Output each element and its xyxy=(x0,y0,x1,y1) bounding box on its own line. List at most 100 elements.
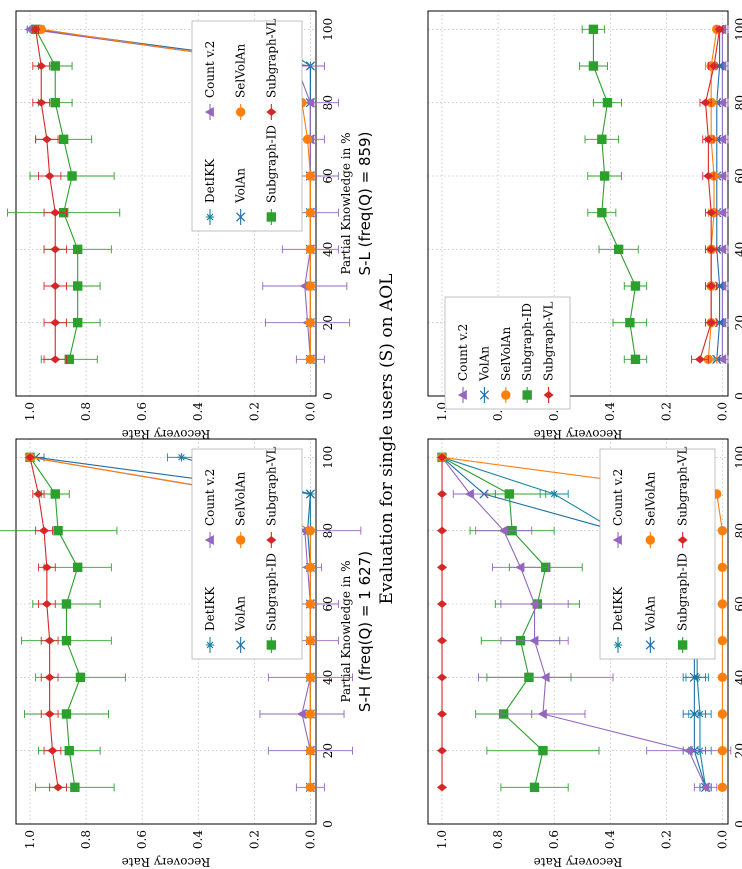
legend: DetIKK VolAn Subgraph-ID Count v.2 SelVolAn S… xyxy=(599,447,716,660)
data-point xyxy=(717,97,727,108)
legend-label: VolAn xyxy=(234,596,248,632)
data-point xyxy=(305,525,316,536)
y-tick-label: 0.0 xyxy=(303,402,317,421)
data-point xyxy=(70,782,80,793)
data-point xyxy=(58,134,69,145)
data-point xyxy=(305,244,316,255)
series-line xyxy=(441,456,707,788)
data-point xyxy=(700,98,711,107)
legend-label: Subgraph-VL xyxy=(264,19,278,98)
data-point xyxy=(717,134,727,145)
data-point xyxy=(515,562,525,573)
panel-caption: S-H (freq(Q) = 1 627) xyxy=(356,551,374,712)
data-point xyxy=(529,635,539,646)
data-point xyxy=(305,562,316,573)
legend-label: VolAn xyxy=(234,168,248,204)
data-point xyxy=(61,635,72,646)
x-axis-label: Partial Knowledge in % xyxy=(339,560,353,702)
data-point xyxy=(50,245,61,254)
data-point xyxy=(717,672,728,683)
data-point xyxy=(41,135,52,144)
data-point xyxy=(529,598,539,610)
data-point xyxy=(703,135,714,144)
legend-marker xyxy=(266,107,277,117)
data-point xyxy=(717,244,727,255)
legend-label: SelVolAn xyxy=(234,472,248,526)
data-point xyxy=(75,672,86,683)
data-point xyxy=(630,354,641,365)
legend-marker xyxy=(266,212,277,222)
series-line xyxy=(699,29,721,360)
x-tick-label: 0 xyxy=(733,820,742,828)
x-tick-label: 40 xyxy=(733,670,742,685)
y-tick-label: 0.8 xyxy=(79,830,93,849)
x-tick-label: 80 xyxy=(733,95,742,110)
legend-marker xyxy=(645,535,656,545)
data-point xyxy=(305,97,315,108)
data-point xyxy=(437,636,448,645)
y-axis-label: Recovery Rate xyxy=(122,427,211,441)
legend-marker xyxy=(543,390,554,400)
data-point xyxy=(625,317,635,328)
y-tick-label: 0.0 xyxy=(303,830,317,849)
legend-marker xyxy=(205,212,215,222)
legend-marker xyxy=(613,640,623,650)
data-point xyxy=(50,318,61,327)
series-Subgraph-VL xyxy=(25,453,67,792)
legend: Count v.2 VolAn SelVolAn Subgraph-ID Subgrap… xyxy=(444,296,571,410)
y-tick-label: 0.4 xyxy=(191,402,205,421)
data-point xyxy=(588,24,599,35)
data-point xyxy=(437,489,448,499)
series-Count v.2 xyxy=(436,452,732,793)
x-tick-label: 60 xyxy=(733,596,742,611)
legend-box xyxy=(444,296,571,410)
data-point xyxy=(717,562,728,573)
data-point xyxy=(25,453,36,462)
panel-caption: S-L (freq(Q) = 859) xyxy=(356,132,374,276)
data-point xyxy=(44,709,55,719)
data-point xyxy=(703,171,714,181)
y-axis-label: Recovery Rate xyxy=(534,427,623,441)
series-Subgraph-VL xyxy=(30,25,67,364)
data-point xyxy=(302,134,313,145)
y-axis-label: Recovery Rate xyxy=(122,855,211,869)
data-point xyxy=(717,635,728,646)
data-point xyxy=(706,281,717,291)
legend-label: DetIKK xyxy=(203,586,217,631)
legend-label: SelVolAn xyxy=(234,44,248,98)
x-tick-label: 80 xyxy=(733,523,742,538)
data-point xyxy=(504,489,515,499)
series-line xyxy=(592,29,637,360)
x-tick-label: 100 xyxy=(321,18,335,41)
series-Subgraph-ID xyxy=(0,452,126,793)
series-line xyxy=(29,457,82,788)
data-point xyxy=(529,782,540,793)
data-point xyxy=(305,672,316,683)
data-point xyxy=(50,355,61,364)
data-point xyxy=(464,488,474,500)
x-tick-label: 0 xyxy=(321,392,335,400)
data-point xyxy=(437,599,448,609)
legend-marker xyxy=(501,390,511,400)
data-point xyxy=(50,281,61,291)
data-point xyxy=(717,525,728,536)
data-point xyxy=(41,563,52,572)
data-point xyxy=(177,453,186,462)
plot-frame xyxy=(15,10,317,397)
x-tick-label: 100 xyxy=(733,446,742,469)
data-point xyxy=(33,489,44,499)
data-point xyxy=(72,281,83,291)
data-point xyxy=(41,599,52,609)
data-point xyxy=(714,25,725,34)
y-tick-label: 0.2 xyxy=(659,402,673,421)
series-SelVolAn xyxy=(437,452,728,793)
x-tick-label: 40 xyxy=(733,242,742,257)
legend-label: DetIKK xyxy=(203,158,217,203)
x-tick-label: 0 xyxy=(733,392,742,400)
legend-label: SelVolAn xyxy=(499,327,513,381)
y-tick-label: 0.8 xyxy=(491,830,505,849)
y-tick-label: 0.0 xyxy=(715,830,729,849)
series-line xyxy=(35,29,56,360)
